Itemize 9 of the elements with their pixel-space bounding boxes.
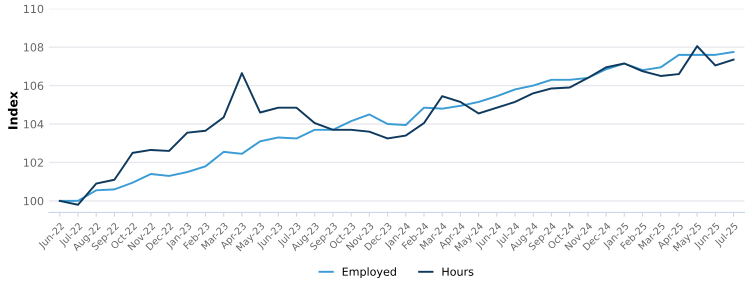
y-tick-label: 100 [24, 196, 44, 206]
y-tick-label: 110 [24, 4, 44, 14]
y-tick-label: 108 [24, 43, 44, 52]
y-tick-label: 102 [24, 158, 43, 167]
y-axis-title: Index [8, 91, 18, 129]
legend-label: Employed [342, 267, 396, 278]
y-tick-label: 106 [24, 82, 44, 90]
y-tick-label: 104 [24, 120, 44, 128]
legend-label: Hours [442, 268, 474, 276]
